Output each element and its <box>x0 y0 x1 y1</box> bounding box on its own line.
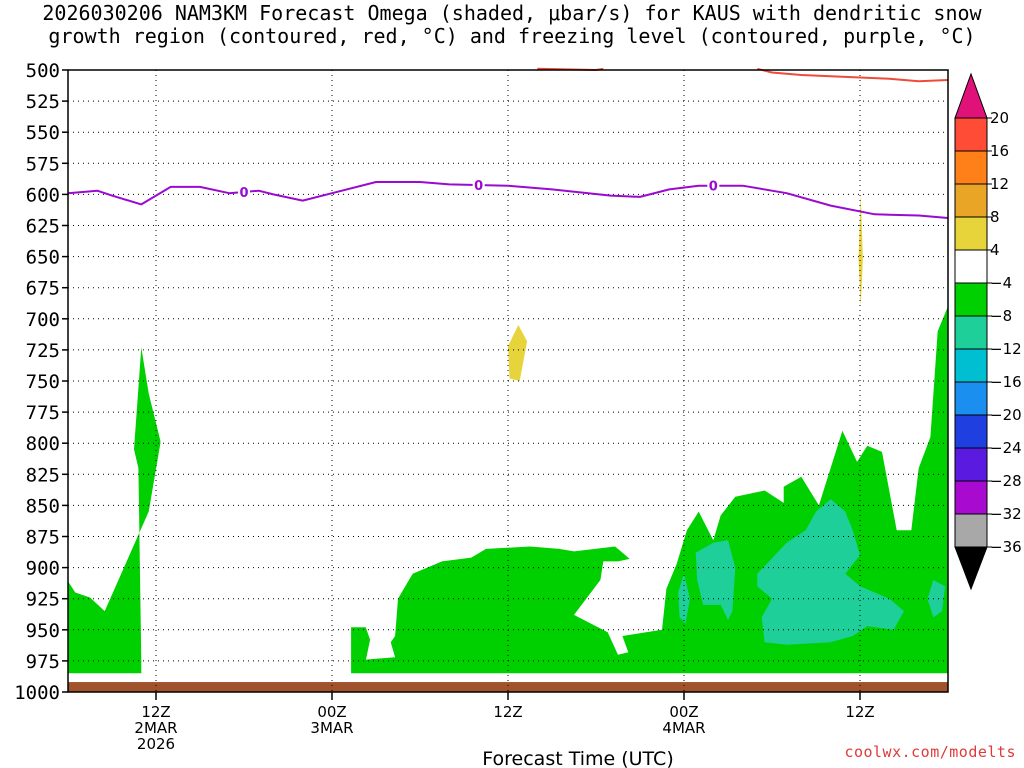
y-tick-label-1000: 1000 <box>14 682 60 704</box>
omega-region-negative-8to-12b <box>757 499 904 645</box>
colorbar-box-9 <box>954 414 988 449</box>
colorbar-label-10: −24 <box>990 439 1022 457</box>
chart-title-line-2: growth region (contoured, red, °C) and f… <box>48 24 976 48</box>
colorbar-box-2 <box>954 183 988 218</box>
x-tick-label-30-0: 12Z <box>493 703 522 721</box>
y-tick-label-750: 750 <box>26 371 60 393</box>
colorbar-label-4: 4 <box>990 241 1000 259</box>
y-tick-label-975: 975 <box>26 651 60 673</box>
colorbar-label-9: −20 <box>990 406 1022 424</box>
colorbar-box-11 <box>954 480 988 515</box>
omega-region-negative-4to-8b <box>351 627 371 661</box>
freezing-level-contour <box>67 181 949 219</box>
colorbar-box-8 <box>954 381 988 416</box>
colorbar-label-6: −8 <box>990 307 1012 325</box>
y-tick-label-700: 700 <box>26 309 60 331</box>
y-tick-label-675: 675 <box>26 278 60 300</box>
y-tick-label-625: 625 <box>26 216 60 238</box>
colorbar-label-13: −36 <box>990 538 1022 556</box>
colorbar-label-3: 8 <box>990 208 1000 226</box>
x-tick-label-6-0: 12Z <box>141 703 170 721</box>
colorbar-bottom-arrow <box>954 546 988 591</box>
freezing-level-label-1: 0 <box>474 179 483 194</box>
colorbar-box-7 <box>954 348 988 383</box>
y-tick-label-800: 800 <box>26 433 60 455</box>
y-tick-label-775: 775 <box>26 402 60 424</box>
y-tick-label-725: 725 <box>26 340 60 362</box>
y-tick-label-525: 525 <box>26 91 60 113</box>
terrain-band <box>68 682 948 692</box>
colorbar-box-5 <box>954 282 988 317</box>
colorbar-top-arrow <box>954 72 988 119</box>
x-axis-title: Forecast Time (UTC) <box>482 748 673 768</box>
colorbar-box-0 <box>954 117 988 152</box>
freezing-label-bg-1 <box>472 178 485 193</box>
omega-region-positive-4to-8a <box>508 325 528 381</box>
freezing-label-bg-2 <box>707 178 720 193</box>
omega-shading <box>68 194 948 674</box>
omega-region-negative-8to-12 <box>695 540 736 620</box>
freezing-level-label-0: 0 <box>239 186 248 201</box>
y-tick-label-875: 875 <box>26 527 60 549</box>
x-tick-label-18-1: 3MAR <box>310 719 353 737</box>
x-tick-label-42-0: 00Z <box>669 703 698 721</box>
colorbar-label-12: −32 <box>990 505 1022 523</box>
colorbar-box-12 <box>954 513 988 548</box>
freezing-label-bg-0 <box>238 184 250 199</box>
freezing-level-label-2: 0 <box>709 180 718 195</box>
colorbar-label-1: 16 <box>990 142 1009 160</box>
y-tick-label-825: 825 <box>26 464 60 486</box>
colorbar-label-0: 20 <box>990 109 1009 127</box>
x-tick-label-42-1: 4MAR <box>662 719 705 737</box>
colorbar-box-1 <box>954 150 988 185</box>
omega-region-positive-4to-8b <box>858 194 863 307</box>
y-tick-label-575: 575 <box>26 153 60 175</box>
omega-region-negative-8to-12d <box>678 573 690 624</box>
colorbar-label-2: 12 <box>990 175 1009 193</box>
x-tick-label-6-1: 2MAR <box>134 719 177 737</box>
y-axis: 500 525 550 575 600 625 650 675 700 725 750 775 800 8… <box>14 60 68 704</box>
y-tick-label-500: 500 <box>26 60 60 82</box>
y-tick-label-650: 650 <box>26 247 60 269</box>
y-tick-label-850: 850 <box>26 495 60 517</box>
y-tick-label-900: 900 <box>26 558 60 580</box>
terrain-fill <box>68 682 948 692</box>
dendritic-contour-1 <box>757 67 949 83</box>
x-tick-label-54-0: 12Z <box>845 703 874 721</box>
colorbar-label-7: −12 <box>990 340 1022 358</box>
omega-region-negative-8to-12c <box>927 580 946 618</box>
grid-lines <box>68 70 948 692</box>
contour-lines: 0 0 0 <box>67 67 949 219</box>
y-tick-label-600: 600 <box>26 184 60 206</box>
y-tick-label-925: 925 <box>26 589 60 611</box>
colorbar: 20 16 12 8 4 −4 −8 −12 −16 −20 −24 −28 −32 −36 <box>954 72 1022 591</box>
colorbar-label-5: −4 <box>990 274 1012 292</box>
colorbar-box-6 <box>954 315 988 350</box>
colorbar-label-8: −16 <box>990 373 1022 391</box>
chart-title: 2026030206 NAM3KM Forecast Omega (shaded… <box>0 2 1024 48</box>
watermark: coolwx.com/modelts <box>844 743 1016 761</box>
colorbar-box-4 <box>954 249 988 284</box>
chart-title-line-1: 2026030206 NAM3KM Forecast Omega (shaded… <box>42 1 982 25</box>
colorbar-label-11: −28 <box>990 472 1022 490</box>
colorbar-box-3 <box>954 216 988 251</box>
x-tick-label-6-2: 2026 <box>137 735 175 753</box>
y-tick-label-550: 550 <box>26 122 60 144</box>
x-tick-label-18-0: 00Z <box>317 703 346 721</box>
y-tick-label-950: 950 <box>26 620 60 642</box>
colorbar-box-10 <box>954 447 988 482</box>
